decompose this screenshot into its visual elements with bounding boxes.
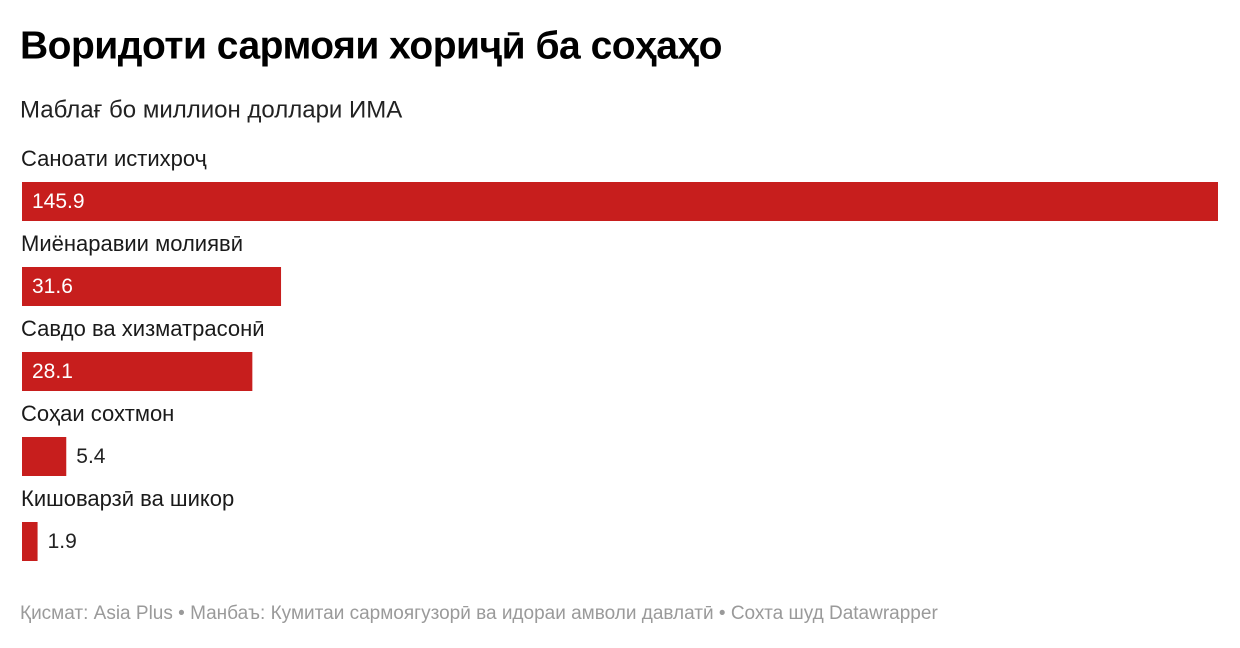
value-label: 145.9 [32,190,85,213]
value-label: 5.4 [76,445,106,468]
chart-subtitle: Маблағ бо миллион доллари ИМА [20,96,402,123]
bar [22,182,1218,221]
value-label: 28.1 [32,360,73,383]
bar [22,522,38,561]
value-label: 1.9 [48,530,77,553]
footer: Қисмат: Asia Plus • Манбаъ: Кумитаи сарм… [20,603,938,624]
category-label: Соҳаи сохтмон [21,401,174,426]
category-label: Миёнаравии молиявӣ [21,231,243,256]
bar [22,352,253,391]
category-label: Саноати истихроҷ [21,146,207,171]
category-label: Кишоварзӣ ва шикор [21,486,234,511]
bar [22,437,67,476]
chart-title: Воридоти сармояи хориҷӣ ба соҳаҳо [20,24,722,67]
value-label: 31.6 [32,275,73,298]
bar [22,267,282,306]
category-label: Савдо ва хизматрасонӣ [21,316,265,341]
